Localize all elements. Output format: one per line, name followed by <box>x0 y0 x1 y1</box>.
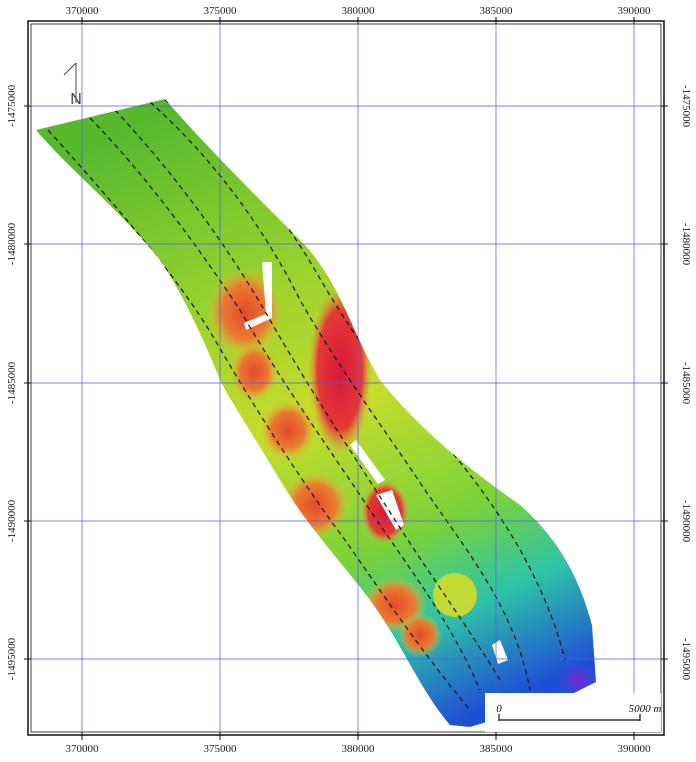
y-tick-label: -1485000 <box>680 362 692 405</box>
data-gap-3 <box>376 490 404 530</box>
seamount-8 <box>433 573 477 617</box>
scale-start-label: 0 <box>496 703 502 715</box>
seamount-2 <box>230 342 278 402</box>
x-tick-label: 385000 <box>480 5 514 17</box>
coordinate-grid <box>31 24 661 732</box>
y-tick-label: -1495000 <box>680 638 692 681</box>
frame-ticks <box>24 17 668 740</box>
x-tick-label: 380000 <box>342 743 376 755</box>
y-tick-label: -1480000 <box>680 223 692 266</box>
left-axis-labels: -1475000 -1480000 -1485000 -1490000 -149… <box>6 84 18 680</box>
north-label: N <box>70 91 82 108</box>
seamount-5 <box>361 480 409 544</box>
x-tick-label: 390000 <box>618 743 652 755</box>
y-tick-label: -1475000 <box>680 85 692 128</box>
x-tick-label: 375000 <box>204 5 238 17</box>
data-gap-1 <box>244 262 272 330</box>
y-tick-label: -1490000 <box>680 500 692 543</box>
north-arrow-icon: N <box>63 62 82 108</box>
x-tick-label: 370000 <box>66 5 100 17</box>
scale-end-label: 5000 m <box>629 703 662 715</box>
y-tick-label: -1490000 <box>6 499 18 542</box>
top-axis-labels: 370000 375000 380000 385000 390000 <box>66 5 652 17</box>
x-tick-label: 390000 <box>618 5 652 17</box>
y-tick-label: -1485000 <box>6 361 18 404</box>
x-tick-label: 375000 <box>204 743 238 755</box>
right-axis-labels: -1475000 -1480000 -1485000 -1490000 -149… <box>680 85 692 681</box>
bottom-axis-labels: 370000 375000 380000 385000 390000 <box>66 743 652 755</box>
map-inner-frame <box>30 23 662 733</box>
x-tick-label: 370000 <box>66 743 100 755</box>
scale-bar: 0 5000 m <box>485 693 661 732</box>
y-tick-label: -1480000 <box>6 222 18 265</box>
y-tick-label: -1475000 <box>6 84 18 127</box>
seamount-3 <box>260 400 316 460</box>
data-gap-2 <box>350 440 385 484</box>
seamount-7 <box>398 613 442 657</box>
x-tick-label: 380000 <box>342 5 376 17</box>
x-tick-label: 385000 <box>480 743 514 755</box>
y-tick-label: -1495000 <box>6 637 18 680</box>
